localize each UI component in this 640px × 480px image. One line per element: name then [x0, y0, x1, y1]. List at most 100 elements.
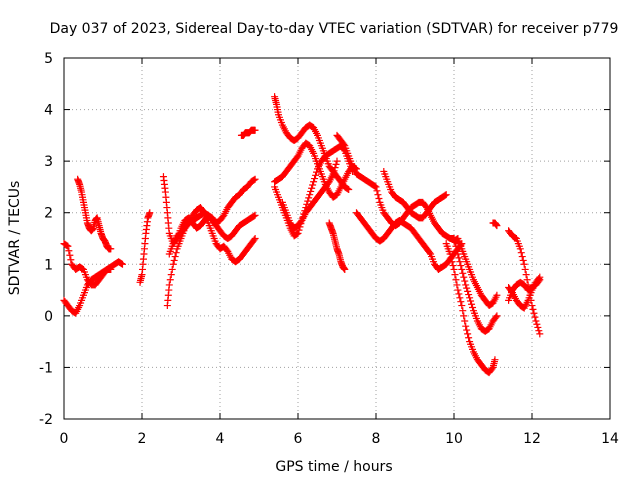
- y-axis-label: SDTVAR / TECUs: [7, 181, 23, 296]
- data-point: [251, 126, 259, 134]
- data-point: [311, 175, 319, 183]
- data-point: [467, 297, 475, 305]
- data-point: [453, 246, 461, 254]
- data-point: [460, 312, 468, 320]
- data-point: [454, 250, 462, 258]
- data-point: [456, 294, 464, 302]
- data-point: [330, 167, 338, 175]
- data-point: [469, 303, 477, 311]
- data-point: [456, 258, 464, 266]
- data-point: [460, 273, 468, 281]
- data-point: [455, 254, 463, 262]
- data-point: [454, 286, 462, 294]
- data-point: [250, 176, 258, 184]
- data-point: [519, 256, 527, 264]
- data-point: [171, 253, 179, 261]
- data-point: [532, 317, 540, 325]
- series-track-r: [450, 235, 501, 335]
- data-point: [529, 305, 537, 313]
- data-point: [308, 184, 316, 192]
- data-point: [329, 170, 337, 178]
- data-point: [518, 253, 526, 261]
- y-tick-label: 1: [44, 257, 53, 273]
- data-marks: [60, 93, 544, 377]
- series-track-b: [60, 240, 115, 289]
- x-tick-label: 10: [445, 431, 463, 447]
- data-point: [535, 327, 543, 335]
- data-point: [172, 249, 180, 257]
- data-point: [493, 291, 501, 299]
- data-point: [533, 320, 541, 328]
- series-track-t: [489, 219, 501, 230]
- y-tick-label: -1: [39, 360, 53, 376]
- data-point: [375, 195, 383, 203]
- series-track-o: [353, 209, 466, 273]
- x-tick-label: 4: [216, 431, 225, 447]
- data-point: [488, 365, 496, 373]
- data-point: [446, 250, 454, 258]
- data-point: [341, 265, 349, 273]
- data-point: [199, 207, 207, 215]
- y-tick-label: 0: [44, 309, 53, 325]
- data-point: [64, 242, 72, 250]
- series-track-w: [505, 276, 544, 304]
- data-point: [251, 175, 259, 183]
- data-point: [251, 235, 259, 242]
- data-point: [373, 187, 381, 195]
- data-point: [468, 300, 476, 308]
- data-point: [461, 317, 469, 325]
- data-point: [168, 265, 176, 273]
- data-point: [459, 269, 467, 277]
- data-point: [146, 209, 154, 217]
- data-point: [493, 312, 501, 320]
- data-point: [536, 330, 544, 338]
- data-point: [442, 191, 450, 199]
- series-track-l: [278, 157, 341, 232]
- data-point: [305, 194, 313, 202]
- data-point: [465, 334, 473, 342]
- data-point: [441, 191, 449, 199]
- data-point: [250, 212, 258, 220]
- data-point: [455, 290, 463, 298]
- data-point: [530, 309, 538, 317]
- data-point: [462, 322, 470, 330]
- x-tick-label: 6: [294, 431, 303, 447]
- data-point: [170, 256, 178, 264]
- data-point: [165, 281, 173, 289]
- y-tick-label: 3: [44, 154, 53, 170]
- data-point: [333, 157, 341, 165]
- data-point: [450, 265, 458, 273]
- data-point: [167, 271, 175, 279]
- data-point: [307, 187, 315, 195]
- data-point: [251, 211, 259, 219]
- series-track-c: [74, 175, 115, 253]
- y-tick-label: 4: [44, 103, 53, 119]
- data-point: [293, 230, 301, 238]
- data-point: [461, 277, 469, 285]
- data-point: [463, 326, 471, 334]
- data-point: [535, 277, 543, 285]
- data-point: [310, 178, 318, 186]
- data-point: [534, 323, 542, 331]
- data-point: [294, 229, 302, 237]
- data-point: [531, 313, 539, 321]
- data-point: [462, 281, 470, 289]
- data-point: [458, 302, 466, 310]
- series-track-m: [325, 219, 349, 273]
- x-tick-label: 2: [138, 431, 147, 447]
- data-point: [452, 276, 460, 284]
- data-point: [63, 242, 71, 250]
- data-point: [465, 291, 473, 299]
- plot-frame: [63, 57, 611, 420]
- data-point: [426, 249, 434, 257]
- data-point: [464, 330, 472, 338]
- data-point: [521, 265, 529, 273]
- data-point: [119, 260, 126, 268]
- y-tick-label: -2: [39, 412, 53, 428]
- data-point: [166, 276, 174, 284]
- data-point: [459, 307, 467, 315]
- data-point: [118, 260, 126, 268]
- x-axis-label: GPS time / hours: [275, 459, 392, 475]
- data-point: [458, 265, 466, 273]
